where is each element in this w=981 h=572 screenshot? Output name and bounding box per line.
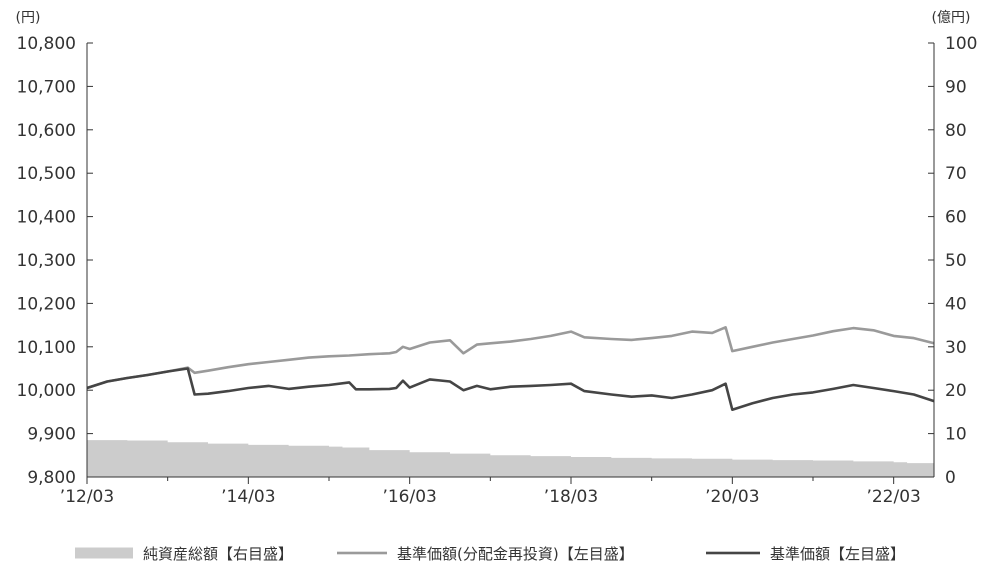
legend: 純資産総額【右目盛】 基準価額(分配金再投資)【左目盛】 基準価額【左目盛】 [75, 545, 905, 563]
legend-nav-swatch [706, 551, 760, 555]
x-tick-label: ’18/03 [544, 487, 598, 507]
y-left-tick-label: 10,700 [17, 77, 76, 97]
net-assets-area-layer [87, 440, 934, 477]
y-right-tick-label: 100 [945, 34, 977, 54]
left-axis-unit: (円) [16, 10, 41, 26]
right-axis-unit: (億円) [932, 10, 971, 26]
y-right-tick-label: 70 [945, 164, 967, 184]
y-left-tick-label: 10,000 [17, 381, 76, 401]
x-tick-label: ’22/03 [866, 487, 920, 507]
y-left-tick-label: 9,900 [27, 425, 76, 445]
axes-layer: 9,800 9,900 10,000 10,100 10,200 10,300 10,400… [17, 34, 978, 507]
y-right-tick-label: 20 [945, 381, 967, 401]
y-right-tick-label: 40 [945, 294, 967, 314]
series-area-net-assets [87, 440, 934, 477]
x-tick-label: ’12/03 [60, 487, 114, 507]
series-line-nav-reinvested [86, 325, 935, 390]
x-tick-label: ’16/03 [382, 487, 436, 507]
y-left-tick-label: 10,200 [17, 294, 76, 314]
x-tick-label: ’14/03 [221, 487, 275, 507]
y-right-tick-label: 0 [945, 468, 956, 488]
y-right-tick-label: 30 [945, 338, 967, 358]
series-line-nav [86, 367, 935, 412]
y-right-tick-label: 80 [945, 121, 967, 141]
y-left-tick-label: 10,400 [17, 208, 76, 228]
y-right-tick-label: 10 [945, 425, 967, 445]
legend-net-assets-label: 純資産総額【右目盛】 [143, 545, 293, 563]
legend-nav-label: 基準価額【左目盛】 [770, 545, 905, 563]
y-right-tick-label: 50 [945, 251, 967, 271]
x-tick-label: ’20/03 [705, 487, 759, 507]
nav-lines-layer [86, 325, 935, 412]
y-left-tick-label: 10,600 [17, 121, 76, 141]
y-left-tick-label: 10,300 [17, 251, 76, 271]
legend-net-assets-swatch [75, 547, 133, 559]
legend-nav-reinvested-label: 基準価額(分配金再投資)【左目盛】 [397, 545, 634, 563]
y-left-tick-label: 10,800 [17, 34, 76, 54]
y-left-tick-label: 10,500 [17, 164, 76, 184]
y-left-tick-label: 9,800 [27, 468, 76, 488]
y-right-tick-label: 60 [945, 208, 967, 228]
y-right-tick-label: 90 [945, 77, 967, 97]
y-left-tick-label: 10,100 [17, 338, 76, 358]
legend-nav-reinvested-swatch [337, 551, 387, 555]
